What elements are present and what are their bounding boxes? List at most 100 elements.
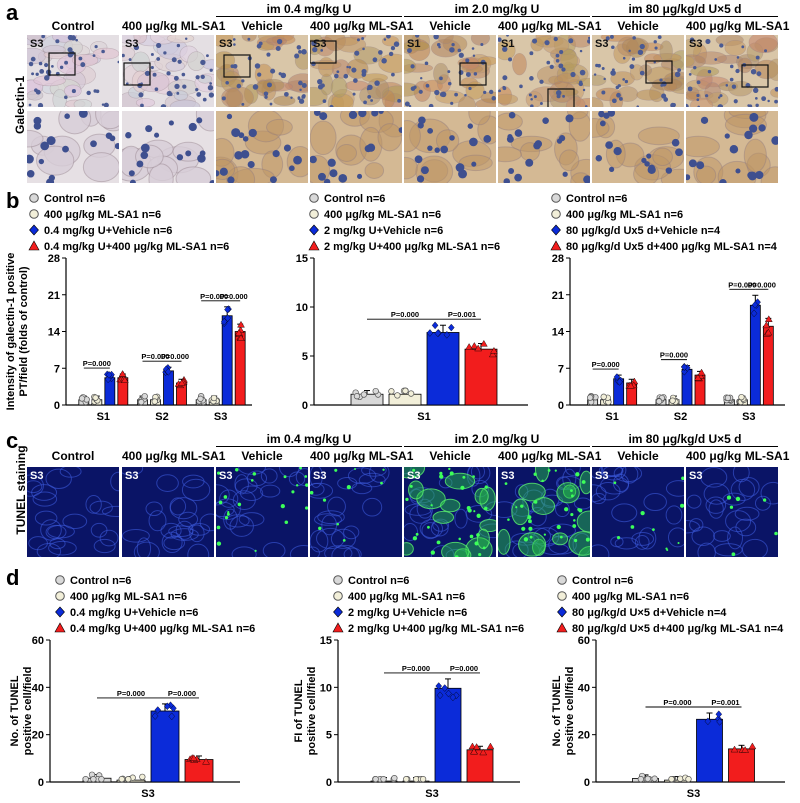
legend-label: Control n=6 (348, 575, 409, 587)
data-point (141, 393, 148, 400)
legend-marker (29, 209, 39, 219)
x-tick-label: S3 (742, 411, 755, 423)
x-tick-label: S3 (687, 788, 700, 800)
p-value-label: P=0.000 (663, 698, 691, 707)
legend-marker (550, 240, 562, 251)
zoom-connector (122, 106, 214, 112)
y-tick-label: 0 (38, 777, 44, 789)
x-tick-label: S1 (417, 411, 430, 423)
legend-marker (332, 622, 344, 633)
y-axis-label: positive cell/field (564, 667, 576, 756)
column-header: Control (51, 19, 95, 33)
bar (388, 393, 422, 406)
chart-d3: Control n=6 400 μg/kg ML-SA1 n=6 80 μg/kg/… (551, 575, 785, 800)
segment-tag: S1 (501, 38, 514, 50)
inset-box (123, 62, 151, 86)
legend-marker (54, 622, 66, 633)
data-point (78, 395, 86, 402)
bar (434, 687, 462, 783)
y-axis-label: PT/field (folds of control) (18, 266, 30, 396)
data-point (237, 320, 245, 328)
segment-tag: S3 (30, 470, 43, 482)
micrograph-galectin: S3 (122, 35, 214, 107)
x-tick-label: S2 (674, 411, 687, 423)
column-header: Control (51, 449, 95, 463)
bar (681, 368, 693, 406)
data-point (220, 317, 228, 326)
y-tick-label: 0 (302, 400, 308, 412)
legend-label: 400 μg/kg ML-SA1 n=6 (572, 591, 689, 603)
data-point (762, 321, 771, 329)
data-point (465, 343, 473, 350)
data-point (587, 394, 594, 401)
bar (163, 370, 174, 406)
zoom-connector (27, 106, 119, 112)
y-tick-label: 28 (552, 253, 564, 265)
data-point (391, 774, 398, 782)
data-point (189, 754, 198, 761)
column-header: 400 μg/kg ML-SA1 (310, 449, 414, 463)
data-point (434, 329, 442, 338)
zoom-connector (498, 106, 590, 112)
segment-tag: S3 (501, 470, 514, 482)
data-point (474, 344, 482, 352)
legend-label: 400 μg/kg ML-SA1 n=6 (70, 591, 187, 603)
data-point (764, 328, 773, 336)
legend-label: Control n=6 (566, 193, 627, 205)
x-tick-label: S3 (214, 411, 227, 423)
segment-tag: S3 (313, 38, 326, 50)
data-point (353, 393, 361, 400)
legend-label: 80 μg/kg/d Ux5 d+Vehicle n=4 (566, 225, 721, 237)
legend-marker (29, 193, 39, 203)
data-point (165, 368, 172, 376)
micrograph-galectin: S3 (310, 35, 402, 107)
micrograph-galectin: S3 (216, 35, 308, 107)
data-point (644, 775, 651, 782)
y-axis-label: positive cell/field (22, 667, 34, 756)
column-header: 400 μg/kg ML-SA1 (498, 449, 602, 463)
data-point (637, 776, 645, 783)
micrograph-tunel: S3 (404, 467, 496, 557)
data-point (697, 368, 706, 376)
panel-label-d: d (6, 565, 20, 590)
legend-label: 0.4 mg/kg U+400 μg/kg ML-SA1 n=6 (70, 623, 255, 635)
data-point (168, 712, 175, 721)
data-point (449, 693, 457, 702)
legend-label: 0.4 mg/kg U+Vehicle n=6 (44, 225, 172, 237)
panel-label-a: a (6, 0, 19, 25)
legend-label: 80 μg/kg/d U×5 d+Vehicle n=4 (572, 607, 727, 619)
chart-b2: Control n=6 400 μg/kg ML-SA1 n=6 2 mg/kg U… (296, 193, 528, 423)
legend-marker (28, 240, 40, 251)
column-header: 400 μg/kg ML-SA1 (498, 19, 602, 33)
micrograph-zoom (216, 111, 308, 183)
data-point (677, 775, 684, 782)
legend-marker (557, 591, 567, 601)
chart-b3: Control n=6 400 μg/kg ML-SA1 n=6 80 μg/kg/… (550, 193, 785, 423)
zoom-connector (592, 106, 684, 112)
data-point (360, 391, 368, 398)
data-point (724, 394, 732, 402)
segment-tag: S3 (219, 470, 232, 482)
micrograph-zoom (404, 111, 496, 183)
data-point (741, 746, 749, 753)
legend-label: 400 μg/kg ML-SA1 n=6 (348, 591, 465, 603)
legend-marker (55, 606, 65, 618)
data-point (105, 371, 113, 379)
data-point (138, 398, 145, 406)
data-point (118, 370, 127, 377)
bar (696, 718, 723, 783)
p-value-label: P=0.000 (748, 280, 776, 289)
inset-box (741, 64, 769, 88)
legend-marker (309, 209, 319, 219)
data-point (441, 684, 448, 692)
data-point (394, 392, 401, 399)
data-point (470, 747, 478, 755)
legend-marker (55, 591, 65, 601)
y-tick-label: 40 (578, 682, 590, 694)
inset-box (645, 60, 673, 84)
p-value-label: P=0.000 (161, 352, 189, 361)
micrograph-tunel: S3 (27, 467, 119, 557)
column-header: Vehicle (429, 449, 471, 463)
data-point (651, 775, 658, 782)
data-point (668, 776, 675, 783)
